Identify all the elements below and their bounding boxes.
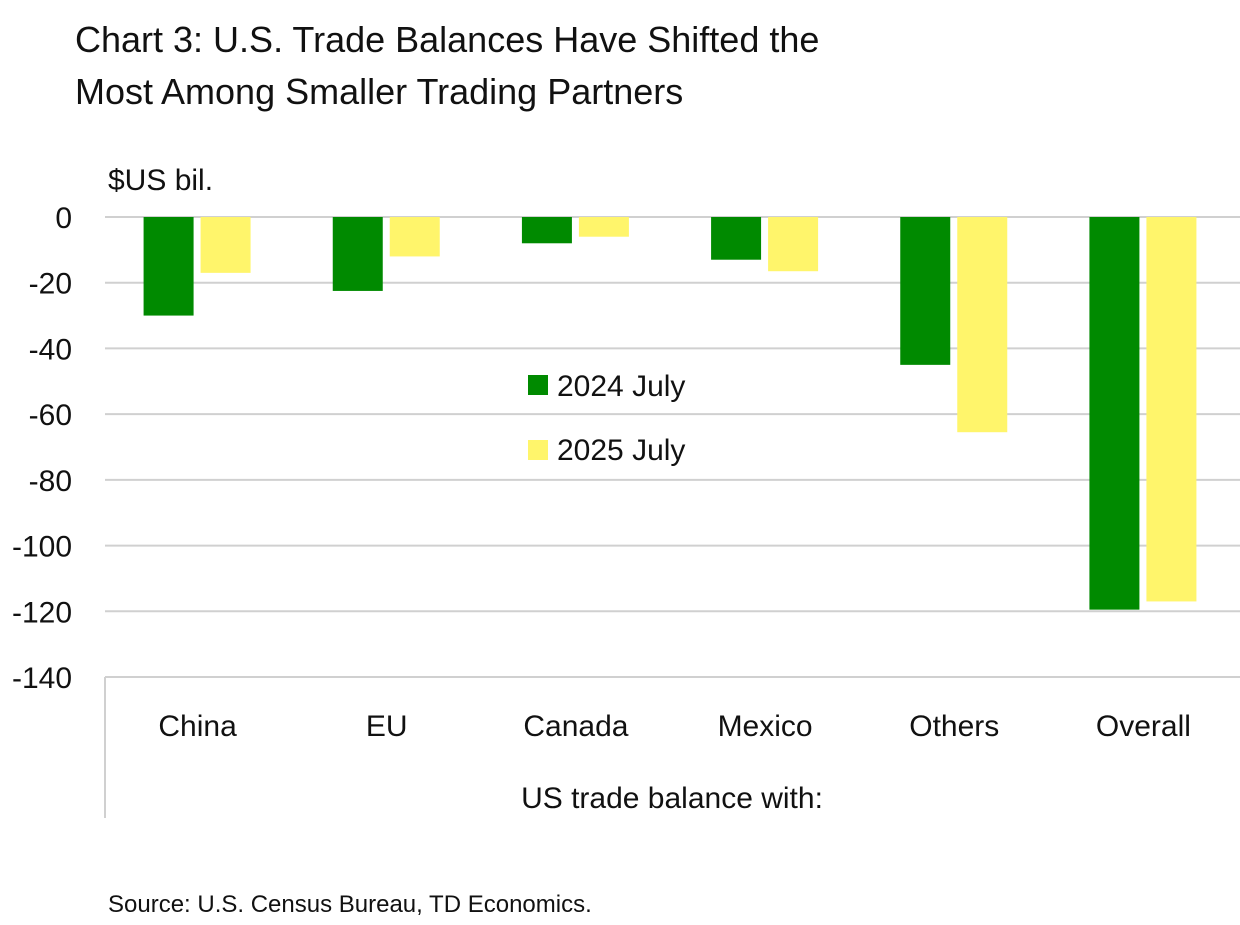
legend-swatch-2024	[528, 375, 548, 395]
gridlines	[105, 216, 1240, 678]
legend: 2024 July 2025 July	[528, 370, 685, 467]
x-tick-label: China	[158, 710, 237, 743]
bar-others-2025	[957, 217, 1008, 433]
y-axis-label: $US bil.	[108, 164, 213, 197]
legend-swatch-2025	[528, 440, 548, 460]
bar-overall-2024	[1089, 217, 1140, 610]
bar-china-2025	[200, 217, 251, 273]
x-axis-label: US trade balance with:	[521, 782, 823, 815]
bar-overall-2025	[1146, 217, 1197, 602]
chart-title-line-1: Chart 3: U.S. Trade Balances Have Shifte…	[75, 19, 819, 60]
source-note: Source: U.S. Census Bureau, TD Economics…	[108, 891, 592, 918]
x-tick-label: Mexico	[718, 710, 813, 743]
x-tick-label: EU	[366, 710, 408, 743]
y-tick-label: -40	[29, 333, 72, 366]
bar-canada-2024	[521, 217, 572, 244]
y-tick-label: -120	[12, 596, 72, 629]
bars	[143, 217, 1197, 610]
bar-china-2024	[143, 217, 194, 316]
y-tick-label: -60	[29, 399, 72, 432]
y-tick-labels: 0 -20 -40 -60 -80 -100 -120 -140	[12, 202, 72, 695]
x-tick-labels: China EU Canada Mexico Others Overall	[158, 710, 1191, 743]
legend-label-2025: 2025 July	[557, 434, 685, 467]
bar-mexico-2025	[768, 217, 819, 272]
legend-label-2024: 2024 July	[557, 370, 685, 403]
bar-eu-2025	[389, 217, 440, 257]
y-tick-label: -100	[12, 531, 72, 564]
bar-others-2024	[900, 217, 951, 365]
bar-eu-2024	[332, 217, 383, 291]
bar-mexico-2024	[711, 217, 762, 260]
x-tick-label: Others	[909, 710, 999, 743]
y-tick-label: -80	[29, 465, 72, 498]
x-tick-label: Overall	[1096, 710, 1191, 743]
bar-canada-2025	[578, 217, 629, 237]
y-tick-label: 0	[55, 202, 72, 235]
chart-title-line-2: Most Among Smaller Trading Partners	[75, 71, 683, 112]
y-tick-label: -20	[29, 268, 72, 301]
y-tick-label: -140	[12, 662, 72, 695]
x-tick-label: Canada	[523, 710, 628, 743]
